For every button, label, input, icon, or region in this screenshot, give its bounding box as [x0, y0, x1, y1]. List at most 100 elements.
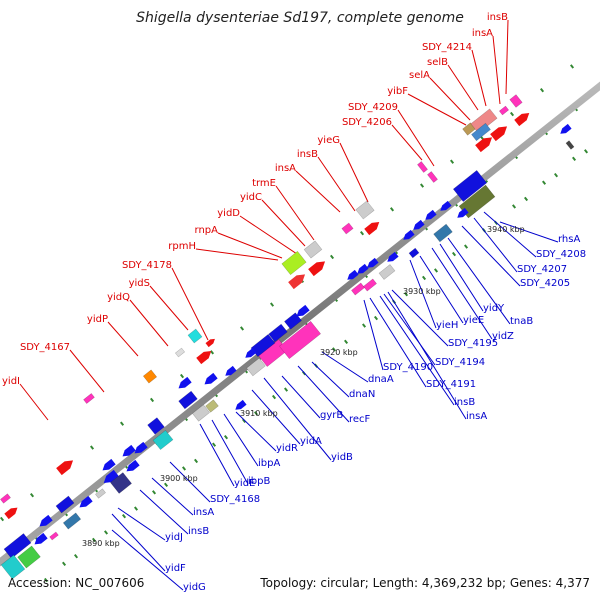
upper-leader-line: [397, 109, 435, 167]
upper-gene-label: selB: [427, 57, 448, 68]
gene-block: [452, 170, 488, 202]
lower-gene-label: gyrB: [320, 410, 343, 421]
gene-block: [55, 495, 75, 514]
gene-block: [471, 122, 491, 142]
tick-mark: [332, 347, 337, 352]
gene-features: [0, 94, 575, 580]
upper-leader-line: [239, 215, 301, 257]
gene-block: [142, 369, 158, 384]
tick-mark: [212, 442, 217, 447]
tick-mark: [452, 251, 457, 257]
lower-leader-line: [499, 221, 559, 243]
upper-gene-label: insA: [472, 28, 493, 39]
tick-mark: [403, 292, 409, 297]
kbp-scale-label: 3940 kbp: [487, 225, 525, 234]
gene-block: [246, 357, 266, 377]
upper-leader-line: [171, 267, 209, 341]
forward-gene-arrow: [475, 137, 493, 153]
lower-leader-line: [139, 489, 189, 535]
upper-gene-label: yibF: [387, 86, 408, 97]
kbp-scale-label: 3930 kbp: [403, 287, 441, 296]
upper-gene-label: insA: [275, 163, 296, 174]
lower-leader-line: [111, 529, 184, 591]
gene-block: [378, 264, 396, 280]
lower-gene-label: SDY_4191: [426, 379, 476, 390]
gene-block: [509, 94, 523, 108]
gene-block: [355, 200, 375, 220]
upper-gene-label: rnpA: [195, 225, 219, 236]
gene-labels: yidI SDY_4167 yidP yidQ yidS SDY_4178 rpmH rnpA…: [2, 12, 586, 593]
lower-leader-line: [431, 247, 493, 340]
upper-leader-line: [195, 248, 279, 261]
forward-gene-arrow: [514, 113, 530, 127]
tick-mark: [73, 554, 79, 559]
label-leader-lines: [19, 19, 559, 591]
reverse-gene-arrow: [403, 229, 415, 240]
upper-leader-line: [407, 93, 467, 126]
reverse-gene-arrow: [126, 459, 140, 472]
gene-block: [498, 105, 510, 116]
tick-mark: [434, 268, 439, 273]
forward-gene-arrow: [490, 126, 508, 142]
lower-leader-line: [379, 295, 455, 406]
gene-block: [174, 347, 186, 358]
reverse-gene-arrow: [204, 372, 218, 385]
reverse-gene-arrow: [457, 207, 469, 218]
lower-leader-line: [473, 217, 518, 273]
tick-mark: [43, 577, 49, 583]
upper-gene-label: yidS: [129, 278, 150, 289]
lower-leader-line: [439, 243, 484, 312]
forward-gene-arrow: [196, 351, 212, 365]
reverse-gene-arrow: [34, 532, 48, 545]
tick-mark: [510, 111, 515, 117]
reverse-gene-arrow: [560, 123, 572, 134]
gene-block: [17, 545, 41, 569]
gene-block: [62, 512, 82, 530]
forward-gene-arrow: [205, 338, 215, 348]
reverse-gene-arrow: [79, 495, 93, 508]
tick-mark: [523, 196, 529, 202]
gene-block: [268, 323, 288, 343]
gene-block: [284, 312, 302, 330]
tick-mark: [242, 418, 247, 424]
gene-block: [187, 328, 203, 344]
upper-gene-label: insB: [297, 149, 318, 160]
lower-leader-line: [199, 423, 235, 487]
upper-leader-line: [19, 383, 49, 421]
tick-mark: [182, 466, 187, 471]
upper-gene-label: yidD: [217, 208, 240, 219]
tick-mark: [450, 159, 455, 164]
lower-gene-label: ibpB: [248, 476, 270, 487]
lower-gene-label: SDY_4168: [210, 494, 260, 505]
tick-mark: [91, 537, 97, 543]
gene-block: [83, 393, 95, 404]
upper-gene-label: yidQ: [107, 292, 130, 303]
gene-block: [178, 390, 198, 410]
gene-block: [205, 399, 219, 413]
tick-mark: [542, 180, 547, 185]
lower-gene-label: SDY_4190: [383, 362, 433, 373]
lower-leader-line: [419, 255, 464, 324]
tick-mark: [420, 183, 425, 188]
reverse-gene-arrow: [178, 376, 192, 389]
tick-mark: [270, 302, 275, 307]
lower-leader-line: [447, 237, 511, 325]
lower-gene-label: SDY_4207: [517, 264, 567, 275]
upper-gene-label: SDY_4167: [20, 342, 70, 353]
reverse-gene-arrow: [122, 444, 136, 457]
upper-gene-label: trmE: [252, 178, 276, 189]
forward-gene-arrow: [364, 222, 380, 236]
lower-gene-label: yidJ: [165, 532, 183, 543]
lower-gene-label: yieE: [463, 315, 484, 326]
gene-block: [417, 161, 428, 173]
gene-block: [0, 493, 11, 504]
tick-mark: [224, 434, 229, 440]
tick-mark: [180, 373, 185, 379]
lower-gene-label: ibpA: [258, 458, 280, 469]
lower-leader-line: [251, 389, 301, 445]
forward-gene-arrow: [56, 460, 74, 476]
tick-mark: [359, 230, 365, 236]
gene-block: [152, 429, 174, 451]
lower-gene-label: insA: [193, 507, 214, 518]
reverse-gene-arrow: [134, 441, 148, 454]
